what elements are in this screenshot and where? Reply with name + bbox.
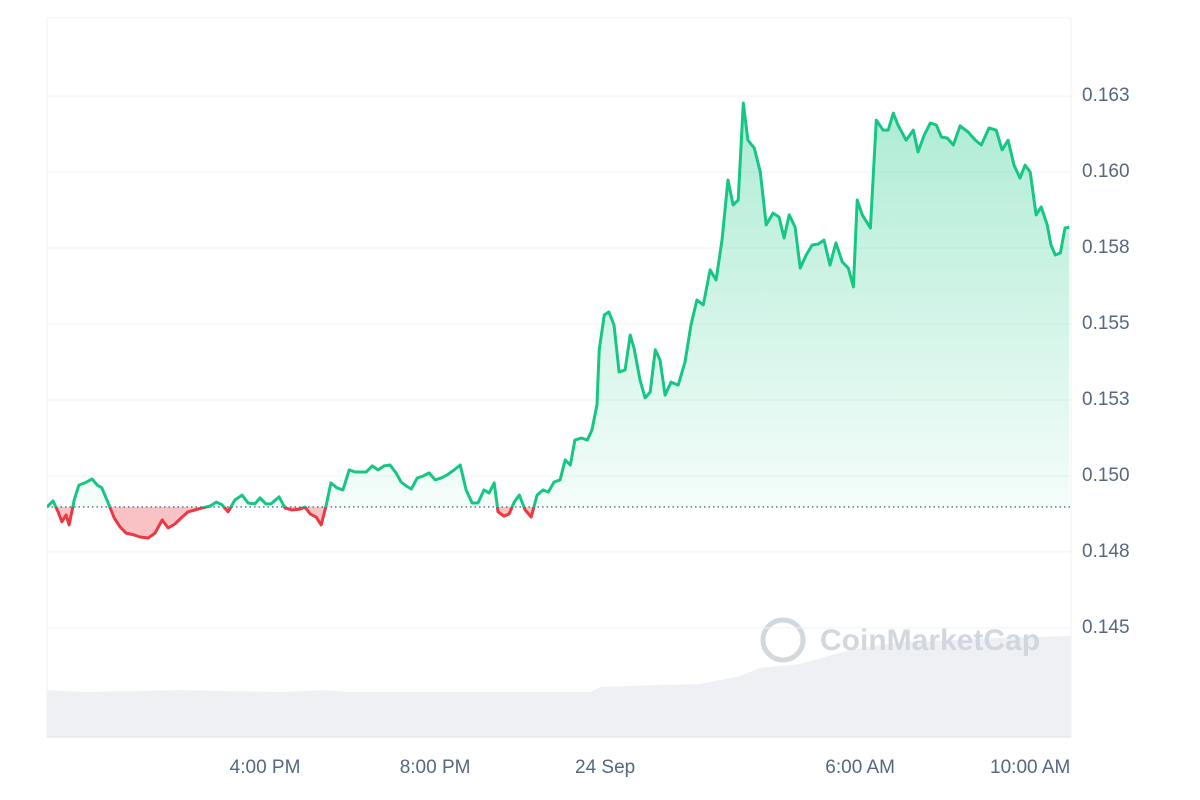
y-tick-label: 0.148	[1082, 541, 1130, 562]
x-tick-label: 8:00 PM	[400, 757, 471, 778]
x-tick-label: 6:00 AM	[825, 757, 895, 778]
volume-area	[47, 636, 1071, 737]
y-tick-label: 0.160	[1082, 161, 1130, 182]
area-down	[47, 506, 534, 538]
area-up	[47, 103, 1070, 507]
price-line-up	[47, 101, 1070, 507]
y-tick-label: 0.150	[1082, 465, 1130, 486]
watermark: CoinMarketCap	[760, 617, 1040, 663]
y-tick-label: 0.163	[1082, 85, 1130, 106]
y-tick-label: 0.145	[1082, 617, 1130, 638]
price-line-down	[47, 506, 536, 540]
x-tick-label: 4:00 PM	[230, 757, 301, 778]
x-tick-label: 10:00 AM	[990, 757, 1070, 778]
x-tick-label: 24 Sep	[575, 757, 635, 778]
y-tick-label: 0.153	[1082, 389, 1130, 410]
watermark-logo	[760, 617, 806, 663]
watermark-text: CoinMarketCap	[820, 624, 1040, 657]
y-tick-label: 0.155	[1082, 313, 1130, 334]
y-tick-label: 0.158	[1082, 237, 1130, 258]
